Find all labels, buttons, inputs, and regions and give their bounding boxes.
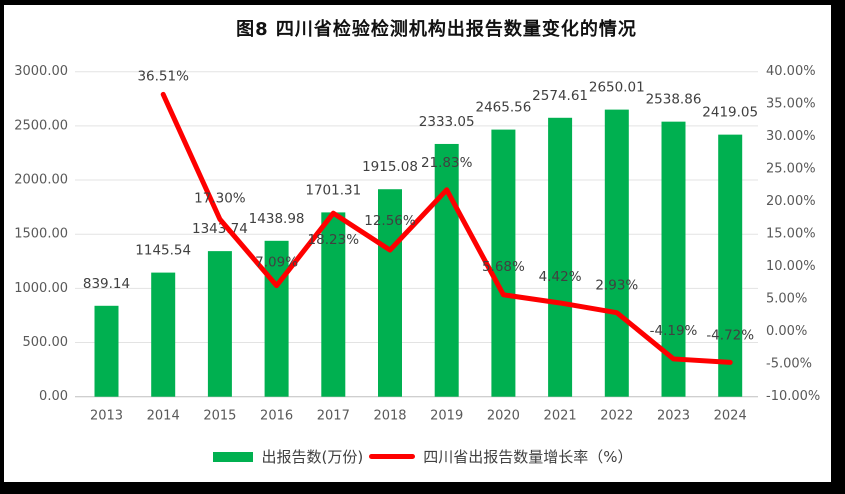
y-right-tick-label: 5.00% <box>766 292 807 307</box>
growth-value-label: 21.83% <box>421 155 473 171</box>
legend-bar-label: 出报告数(万份) <box>261 448 364 466</box>
x-tick-label: 2017 <box>317 409 350 424</box>
legend-line-swatch-icon <box>369 454 416 459</box>
chart-title: 图8 四川省检验检测机构出报告数量变化的情况 <box>236 19 637 40</box>
legend: 出报告数(万份) 四川省出报告数量增长率（%） <box>0 446 845 467</box>
y-right-tick-label: 15.00% <box>766 227 816 242</box>
x-tick-label: 2016 <box>260 409 293 424</box>
bar-2014 <box>151 272 176 397</box>
frame-border-left <box>0 0 4 494</box>
growth-value-label: 2.93% <box>595 278 638 294</box>
growth-value-label: 18.23% <box>308 232 360 248</box>
bar-value-label: 1438.98 <box>249 211 305 227</box>
y-right-tick-label: 40.00% <box>766 64 816 79</box>
bar-value-label: 1915.08 <box>362 159 418 175</box>
bar-value-label: 1701.31 <box>305 182 361 198</box>
y-left-tick-label: 3000.00 <box>14 64 68 79</box>
bar-2018 <box>378 189 402 397</box>
bar-value-label: 2574.61 <box>532 88 588 104</box>
bar-value-label: 2333.05 <box>419 114 475 130</box>
bar-value-label: 2465.56 <box>475 100 531 116</box>
x-tick-label: 2023 <box>657 409 690 424</box>
growth-value-label: 12.56% <box>364 213 416 229</box>
growth-value-label: 5.68% <box>482 259 525 275</box>
growth-value-label: 7.09% <box>255 255 298 271</box>
y-right-tick-label: -5.00% <box>766 357 812 372</box>
legend-bar-swatch-icon <box>212 451 253 462</box>
y-right-tick-label: 10.00% <box>766 259 816 274</box>
x-tick-label: 2022 <box>600 409 633 424</box>
frame-border-bottom <box>0 482 845 494</box>
growth-value-label: -4.72% <box>706 327 754 343</box>
y-right-tick-label: 0.00% <box>766 324 807 339</box>
y-left-tick-label: 2500.00 <box>14 118 68 133</box>
bar-value-label: 2538.86 <box>646 92 702 108</box>
y-left-tick-label: 500.00 <box>23 335 69 350</box>
bar-2022 <box>604 109 629 397</box>
x-tick-label: 2015 <box>203 409 236 424</box>
y-left-tick-label: 1000.00 <box>14 281 68 296</box>
y-left-tick-label: 1500.00 <box>14 227 68 242</box>
legend-line-label: 四川省出报告数量增长率（%） <box>423 448 633 466</box>
bar-2023 <box>661 121 686 397</box>
y-right-tick-label: 30.00% <box>766 129 816 144</box>
growth-value-label: 4.42% <box>539 269 582 285</box>
bar-2015 <box>207 251 232 397</box>
y-right-tick-label: 35.00% <box>766 97 816 112</box>
bar-2017 <box>321 212 346 397</box>
x-tick-label: 2018 <box>373 409 406 424</box>
frame-border-top <box>0 0 845 5</box>
bar-2016 <box>264 240 289 397</box>
bar-value-label: 1343.74 <box>192 221 248 237</box>
bar-value-label: 2419.05 <box>702 105 758 121</box>
y-right-tick-label: 20.00% <box>766 194 816 209</box>
bar-2020 <box>491 129 516 397</box>
growth-value-label: 17.30% <box>194 190 246 206</box>
x-tick-label: 2014 <box>147 409 180 424</box>
bar-2021 <box>548 117 573 397</box>
growth-line <box>160 91 733 365</box>
frame-border-right <box>831 0 845 494</box>
bar-2013 <box>94 305 119 397</box>
bar-2024 <box>718 134 743 397</box>
x-tick-label: 2013 <box>90 409 123 424</box>
growth-value-label: 36.51% <box>137 68 189 84</box>
x-tick-label: 2019 <box>430 409 463 424</box>
growth-value-label: -4.19% <box>650 323 698 339</box>
y-right-tick-label: 25.00% <box>766 162 816 177</box>
bar-2019 <box>434 143 459 397</box>
bar-value-label: 839.14 <box>83 276 130 292</box>
x-tick-label: 2024 <box>714 409 747 424</box>
y-left-tick-label: 2000.00 <box>14 173 68 188</box>
x-tick-label: 2021 <box>544 409 577 424</box>
y-right-tick-label: -10.00% <box>766 389 820 404</box>
bar-value-label: 2650.01 <box>589 80 645 96</box>
x-tick-label: 2020 <box>487 409 520 424</box>
bar-value-label: 1145.54 <box>135 243 191 259</box>
y-left-tick-label: 0.00 <box>39 389 68 404</box>
